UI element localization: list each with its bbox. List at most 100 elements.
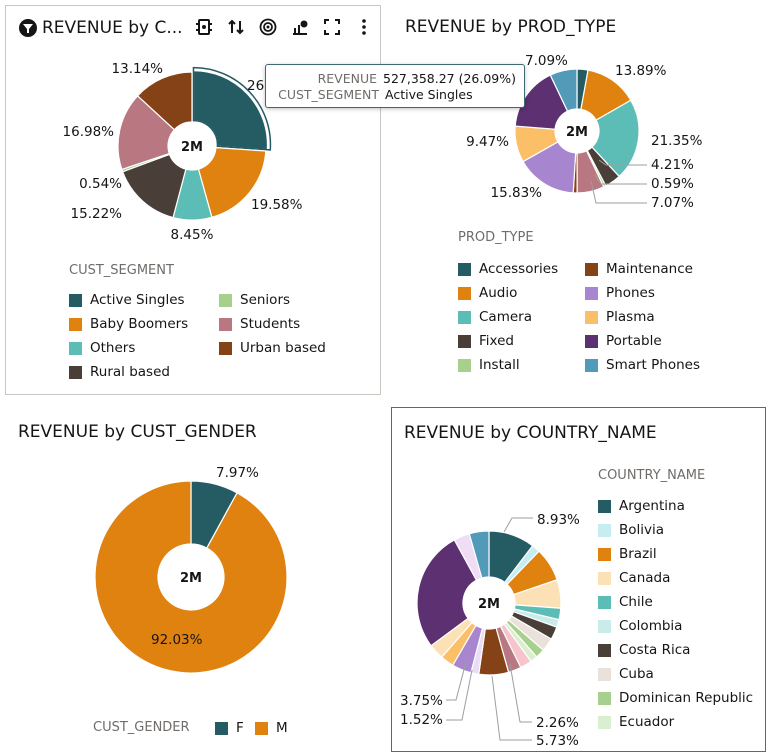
legend-item[interactable]: Seniors [219,292,290,308]
data-label: 3.75% [400,693,443,709]
legend-item[interactable]: Maintenance [585,261,693,277]
legend-swatch [598,715,611,729]
pie-chart-country-name[interactable]: 2M 8.93% 2.26% 5.73% 1.52% 3.75% [392,408,592,751]
data-label: 16.98% [63,124,115,140]
label-leader-line [446,669,473,721]
legend-item[interactable]: Audio [458,285,517,301]
legend-item[interactable]: Chile [598,594,653,610]
data-label: 7.09% [525,53,568,69]
pie-slice-m[interactable] [94,480,288,674]
tooltip-value: Active Singles [385,87,473,102]
legend-swatch [585,262,598,276]
legend-item[interactable]: F [215,720,244,736]
legend-swatch [598,595,611,609]
chart-type-icon[interactable] [289,16,311,38]
filter-icon[interactable] [18,18,38,38]
legend-item[interactable]: Active Singles [69,292,185,308]
legend-swatch [598,643,611,657]
legend-label: M [276,720,288,736]
legend-label: Urban based [240,340,326,356]
legend-label: Bolivia [619,522,665,538]
pie-chart-prod-type[interactable]: 2M 13.89% 21.35% 4.21% 0.59% 7.07% 15.83% 9.47%… [391,5,766,235]
legend-item[interactable]: Fixed [458,333,514,349]
legend-item[interactable]: Rural based [69,364,170,380]
data-label: 7.07% [651,195,694,211]
legend-item[interactable]: Argentina [598,498,685,514]
legend-item[interactable]: Bolivia [598,522,664,538]
pie-slice-urban-based[interactable] [136,71,193,131]
legend-label: Brazil [619,546,657,562]
legend-item[interactable]: Brazil [598,546,657,562]
label-leader-line [598,159,647,166]
legend-swatch [458,334,471,348]
legend-item[interactable]: Costa Rica [598,642,690,658]
center-total-label: 2M [181,140,203,155]
legend-item[interactable]: Install [458,357,520,373]
data-label: 13.14% [112,61,164,77]
pie-slice-students[interactable] [117,94,176,171]
pie-chart-cust-segment[interactable]: 2M26.09%19.58%8.45%15.22%0.54%16.98%13.1… [6,6,380,394]
chart-panel-cust-gender[interactable]: REVENUE by CUST_GENDER 2M 7.97% 92.03% CUS… [5,407,381,752]
data-label: 15.22% [71,206,123,222]
legend-title: CUST_GENDER [93,720,190,735]
chart-panel-country-name[interactable]: REVENUE by COUNTRY_NAME 2M 8.93% 2.26% 5.73… [391,407,766,752]
data-icon[interactable] [193,16,215,38]
legend-swatch [585,334,598,348]
pie-slice-other-10[interactable] [468,530,490,579]
legend-item[interactable]: Others [69,340,135,356]
legend-swatch [69,341,82,355]
legend-item[interactable]: Cuba [598,666,654,682]
legend-item[interactable]: Plasma [585,309,655,325]
data-label: 0.54% [79,176,122,192]
legend-item[interactable]: Urban based [219,340,326,356]
legend-item[interactable]: Dominican Republic [598,690,753,706]
legend-item[interactable]: Baby Boomers [69,316,188,332]
legend-item[interactable]: Accessories [458,261,558,277]
legend-item[interactable]: M [255,720,288,736]
pie-slice-baby-boomers[interactable] [197,147,267,219]
legend-swatch [458,286,471,300]
legend-item[interactable]: Students [219,316,300,332]
data-label: 8.93% [537,512,580,528]
label-leader-line [491,675,532,741]
legend-label: Rural based [90,364,170,380]
data-label: 0.59% [651,176,694,192]
data-label: 4.21% [651,157,694,173]
chart-panel-cust-segment[interactable]: REVENUE by C... 2M26.09%19.58%8.45%15.22… [5,5,381,395]
legend-item[interactable]: Canada [598,570,670,586]
pie-slice-camera[interactable] [591,99,640,178]
chart-title: REVENUE by COUNTRY_NAME [404,423,657,443]
data-label: 2.26% [536,715,579,731]
legend-swatch [69,365,82,379]
legend-item[interactable]: Portable [585,333,662,349]
legend-label: Cuba [619,666,654,682]
data-label: 7.97% [216,465,259,481]
more-icon[interactable] [353,16,375,38]
legend-label: Canada [619,570,671,586]
label-leader-line [446,661,467,701]
pie-slice-smart-phones[interactable] [549,68,578,112]
legend-label: Maintenance [606,261,693,277]
chart-panel-prod-type[interactable]: REVENUE by PROD_TYPE 2M 13.89% 21.35% 4.21%… [391,5,766,383]
sort-icon[interactable] [225,16,247,38]
legend-swatch [219,317,232,331]
legend-label: Costa Rica [619,642,691,658]
pie-slice-other-8[interactable] [416,539,478,647]
legend-item[interactable]: Smart Phones [585,357,700,373]
legend-swatch [585,358,598,372]
tooltip-key: CUST_SEGMENT [278,87,379,102]
legend-label: Phones [606,285,655,301]
data-label: 21.35% [651,133,703,149]
target-icon[interactable] [257,16,279,38]
maximize-icon[interactable] [321,16,343,38]
legend-label: Colombia [619,618,683,634]
legend-item[interactable]: Ecuador [598,714,674,730]
legend-item[interactable]: Camera [458,309,532,325]
legend-item[interactable]: Colombia [598,618,682,634]
legend-swatch [458,310,471,324]
pie-chart-cust-gender[interactable]: 2M 7.97% 92.03% [5,407,381,707]
legend-item[interactable]: Phones [585,285,655,301]
legend-label: Students [240,316,301,332]
legend-label: Fixed [479,333,514,349]
chart-toolbar [193,16,375,38]
